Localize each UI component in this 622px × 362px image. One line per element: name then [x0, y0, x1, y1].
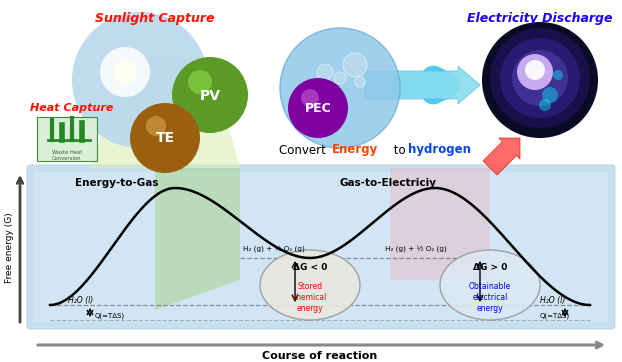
Text: Obtainable
electrical
energy: Obtainable electrical energy — [469, 282, 511, 313]
Text: PV: PV — [200, 89, 221, 103]
Circle shape — [100, 47, 150, 97]
Circle shape — [113, 60, 137, 84]
Text: TE: TE — [156, 131, 175, 145]
Circle shape — [288, 78, 348, 138]
Circle shape — [542, 87, 558, 103]
Text: Heat Capture: Heat Capture — [30, 103, 113, 113]
Circle shape — [355, 77, 365, 87]
Text: H₂ (g) + ½ O₂ (g): H₂ (g) + ½ O₂ (g) — [243, 245, 305, 252]
Text: Convert: Convert — [279, 143, 330, 156]
Text: H₂O (l): H₂O (l) — [540, 295, 565, 304]
Text: Gas-to-Electriciy: Gas-to-Electriciy — [340, 178, 437, 188]
Circle shape — [172, 57, 248, 133]
Polygon shape — [90, 55, 240, 168]
Text: Q(=TΔS): Q(=TΔS) — [95, 313, 125, 319]
Text: PEC: PEC — [305, 101, 332, 114]
Text: ΔG > 0: ΔG > 0 — [473, 264, 507, 273]
FancyArrow shape — [483, 138, 520, 175]
Circle shape — [490, 28, 590, 128]
FancyBboxPatch shape — [34, 172, 608, 322]
Circle shape — [482, 22, 598, 138]
Circle shape — [517, 54, 553, 90]
Text: Waste Heat
Conversion: Waste Heat Conversion — [52, 150, 82, 161]
Circle shape — [512, 50, 568, 106]
Text: Energy-to-Gas: Energy-to-Gas — [75, 178, 159, 188]
Ellipse shape — [260, 250, 360, 320]
Circle shape — [500, 38, 580, 118]
Text: to: to — [390, 143, 409, 156]
Text: Free energy (G): Free energy (G) — [6, 212, 14, 283]
Text: Sunlight Capture: Sunlight Capture — [95, 12, 215, 25]
Ellipse shape — [440, 250, 540, 320]
Circle shape — [146, 116, 166, 136]
Circle shape — [539, 99, 551, 111]
Circle shape — [130, 103, 200, 173]
FancyBboxPatch shape — [27, 165, 615, 329]
Text: H₂ (g) + ½ O₂ (g): H₂ (g) + ½ O₂ (g) — [385, 245, 447, 252]
Text: Q(=TΔS): Q(=TΔS) — [540, 313, 570, 319]
Polygon shape — [390, 168, 490, 280]
Text: Course of reaction: Course of reaction — [262, 351, 378, 361]
FancyBboxPatch shape — [37, 117, 97, 161]
FancyArrow shape — [365, 66, 480, 104]
Text: ΔG < 0: ΔG < 0 — [293, 264, 327, 273]
Text: hydrogen: hydrogen — [408, 143, 471, 156]
Circle shape — [343, 53, 367, 77]
Circle shape — [72, 12, 208, 148]
Circle shape — [525, 60, 545, 80]
Circle shape — [301, 89, 319, 107]
Circle shape — [317, 64, 333, 80]
Circle shape — [334, 72, 346, 84]
Polygon shape — [155, 168, 240, 310]
Circle shape — [188, 70, 212, 94]
Text: Energy: Energy — [332, 143, 378, 156]
Text: H₂O (l): H₂O (l) — [68, 295, 93, 304]
Circle shape — [280, 28, 400, 148]
Circle shape — [553, 70, 563, 80]
Text: Stored
chemical
energy: Stored chemical energy — [293, 282, 327, 313]
Text: Electricity Discharge: Electricity Discharge — [467, 12, 613, 25]
